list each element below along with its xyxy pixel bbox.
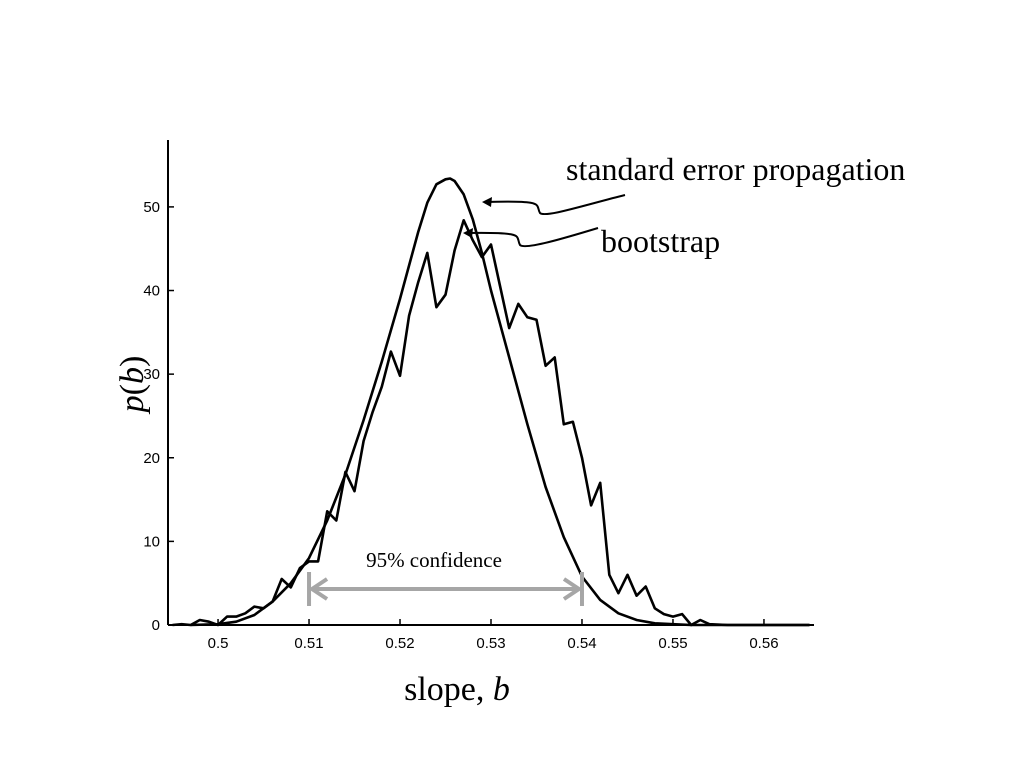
interval-left-arrowhead bbox=[308, 577, 329, 601]
x-tick-label: 0.53 bbox=[476, 635, 505, 652]
confidence-interval bbox=[307, 572, 584, 606]
standard-error-label: standard error propagation bbox=[566, 151, 905, 187]
y-axis-label-p: p bbox=[114, 395, 151, 414]
x-tick-label: 0.52 bbox=[385, 635, 414, 652]
standard-error-pointer bbox=[484, 194, 626, 216]
standard-error-arrowhead bbox=[482, 197, 492, 207]
bootstrap-label: bootstrap bbox=[601, 223, 720, 259]
axes: 0.5 0.51 0.52 0.53 0.54 0.55 0.56 0 10 20 30 40 50 bbox=[143, 140, 814, 652]
interval-right-arrowhead bbox=[562, 577, 583, 601]
y-axis-label: p(b) bbox=[114, 356, 151, 415]
x-axis-label-variable: b bbox=[493, 671, 510, 708]
bootstrap-curve bbox=[172, 219, 810, 627]
y-axis-label-b: b bbox=[114, 367, 151, 384]
x-axis-label-text: slope, bbox=[404, 671, 493, 708]
x-tick-label: 0.55 bbox=[658, 635, 687, 652]
series-layer bbox=[172, 177, 810, 627]
confidence-label: 95% confidence bbox=[366, 548, 502, 572]
y-tick-label: 50 bbox=[143, 199, 160, 216]
x-tick-label: 0.56 bbox=[749, 635, 778, 652]
y-axis-label-open-paren: ( bbox=[114, 384, 151, 395]
y-tick-label: 10 bbox=[143, 533, 160, 550]
x-axis-label: slope, b bbox=[404, 671, 510, 708]
bootstrap-arrowhead bbox=[463, 228, 473, 238]
x-tick-label: 0.51 bbox=[294, 635, 323, 652]
y-tick-label: 0 bbox=[152, 617, 160, 634]
y-tick-label: 40 bbox=[143, 283, 160, 300]
bootstrap-pointer bbox=[465, 227, 599, 248]
y-tick-label: 20 bbox=[143, 450, 160, 467]
y-tick-label: 30 bbox=[143, 366, 160, 383]
y-axis-label-close-paren: ) bbox=[114, 356, 151, 367]
standard-error-curve bbox=[190, 177, 810, 627]
x-tick-label: 0.54 bbox=[567, 635, 596, 652]
x-tick-label: 0.5 bbox=[208, 635, 229, 652]
